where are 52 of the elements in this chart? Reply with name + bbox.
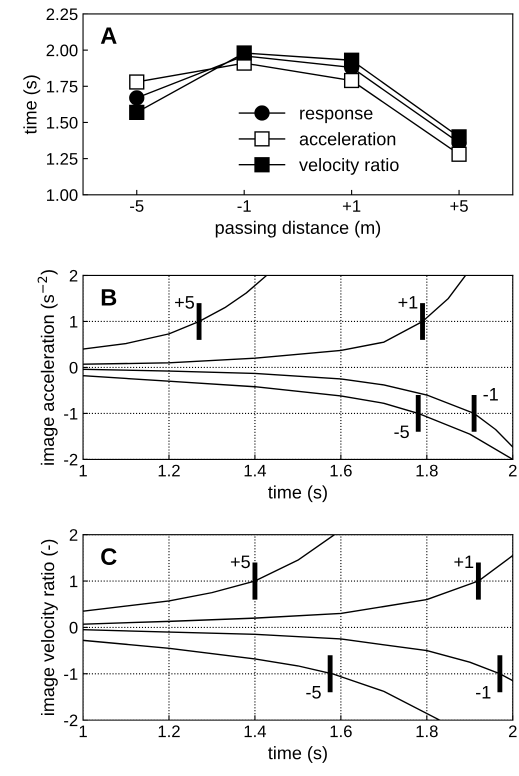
x-tick-label: 1: [80, 464, 87, 476]
annotation: -5: [306, 686, 321, 699]
x-tick-label: +1: [342, 200, 360, 212]
y-tick-label: 1.50: [47, 116, 78, 129]
annotation: -1: [476, 686, 490, 698]
annotation: +5: [230, 556, 250, 568]
y-axis-title: image velocity ratio (-): [40, 540, 58, 715]
x-tick-label: 2: [508, 725, 517, 738]
y-axis-title: time (s): [23, 75, 40, 134]
x-tick-label: 1.4: [244, 726, 266, 738]
y-tick-label: 2: [70, 270, 78, 282]
x-tick-label: 1.2: [158, 725, 180, 738]
x-axis-title: time (s): [268, 485, 327, 502]
chart-title: B: [102, 289, 116, 306]
x-tick-label: 2: [508, 464, 517, 476]
x-tick-label: 1.6: [330, 464, 352, 476]
y-tick-label: 1: [70, 576, 78, 588]
y-tick-label: 1.75: [47, 80, 78, 92]
x-tick-label: 1.6: [330, 725, 352, 738]
y-tick-label: 2.00: [46, 44, 78, 56]
y-tick-label: 2: [70, 529, 78, 541]
annotation: +1: [454, 556, 474, 568]
y-tick-label: 1: [70, 316, 78, 328]
y-tick-label: 1.25: [47, 153, 78, 165]
x-tick-label: 1: [80, 726, 87, 738]
y-axis-title: image acceleration (s$^{−2}$): [38, 270, 58, 465]
x-tick-label: 1.2: [158, 464, 180, 476]
annotation: +5: [175, 296, 194, 309]
annotation: -5: [394, 426, 409, 438]
y-tick-label: 0: [70, 362, 78, 374]
x-tick-label: 1.4: [244, 464, 266, 476]
x-tick-label: +5: [450, 200, 468, 212]
annotation: +1: [398, 296, 418, 309]
x-tick-label: -1: [238, 200, 251, 212]
y-tick-label: -1: [64, 408, 78, 420]
legend-label: acceleration: [300, 132, 396, 146]
annotation: -1: [483, 388, 498, 400]
x-tick-label: 1.8: [416, 464, 438, 476]
x-tick-label: -5: [130, 200, 144, 212]
x-axis-title: passing distance (m): [216, 220, 380, 238]
y-tick-label: -2: [64, 454, 78, 466]
x-tick-label: 1.8: [416, 725, 438, 738]
chart-title: C: [101, 548, 117, 565]
legend-label: response: [300, 110, 372, 124]
y-tick-label: 1.00: [47, 189, 78, 201]
chart-title: A: [100, 27, 117, 44]
x-axis-title: time (s): [268, 746, 327, 763]
y-tick-label: 2.25: [46, 8, 78, 20]
y-tick-label: -2: [64, 714, 78, 726]
legend-label: velocity ratio: [299, 158, 399, 175]
y-tick-label: -1: [64, 668, 78, 680]
y-tick-label: 0: [70, 622, 78, 634]
